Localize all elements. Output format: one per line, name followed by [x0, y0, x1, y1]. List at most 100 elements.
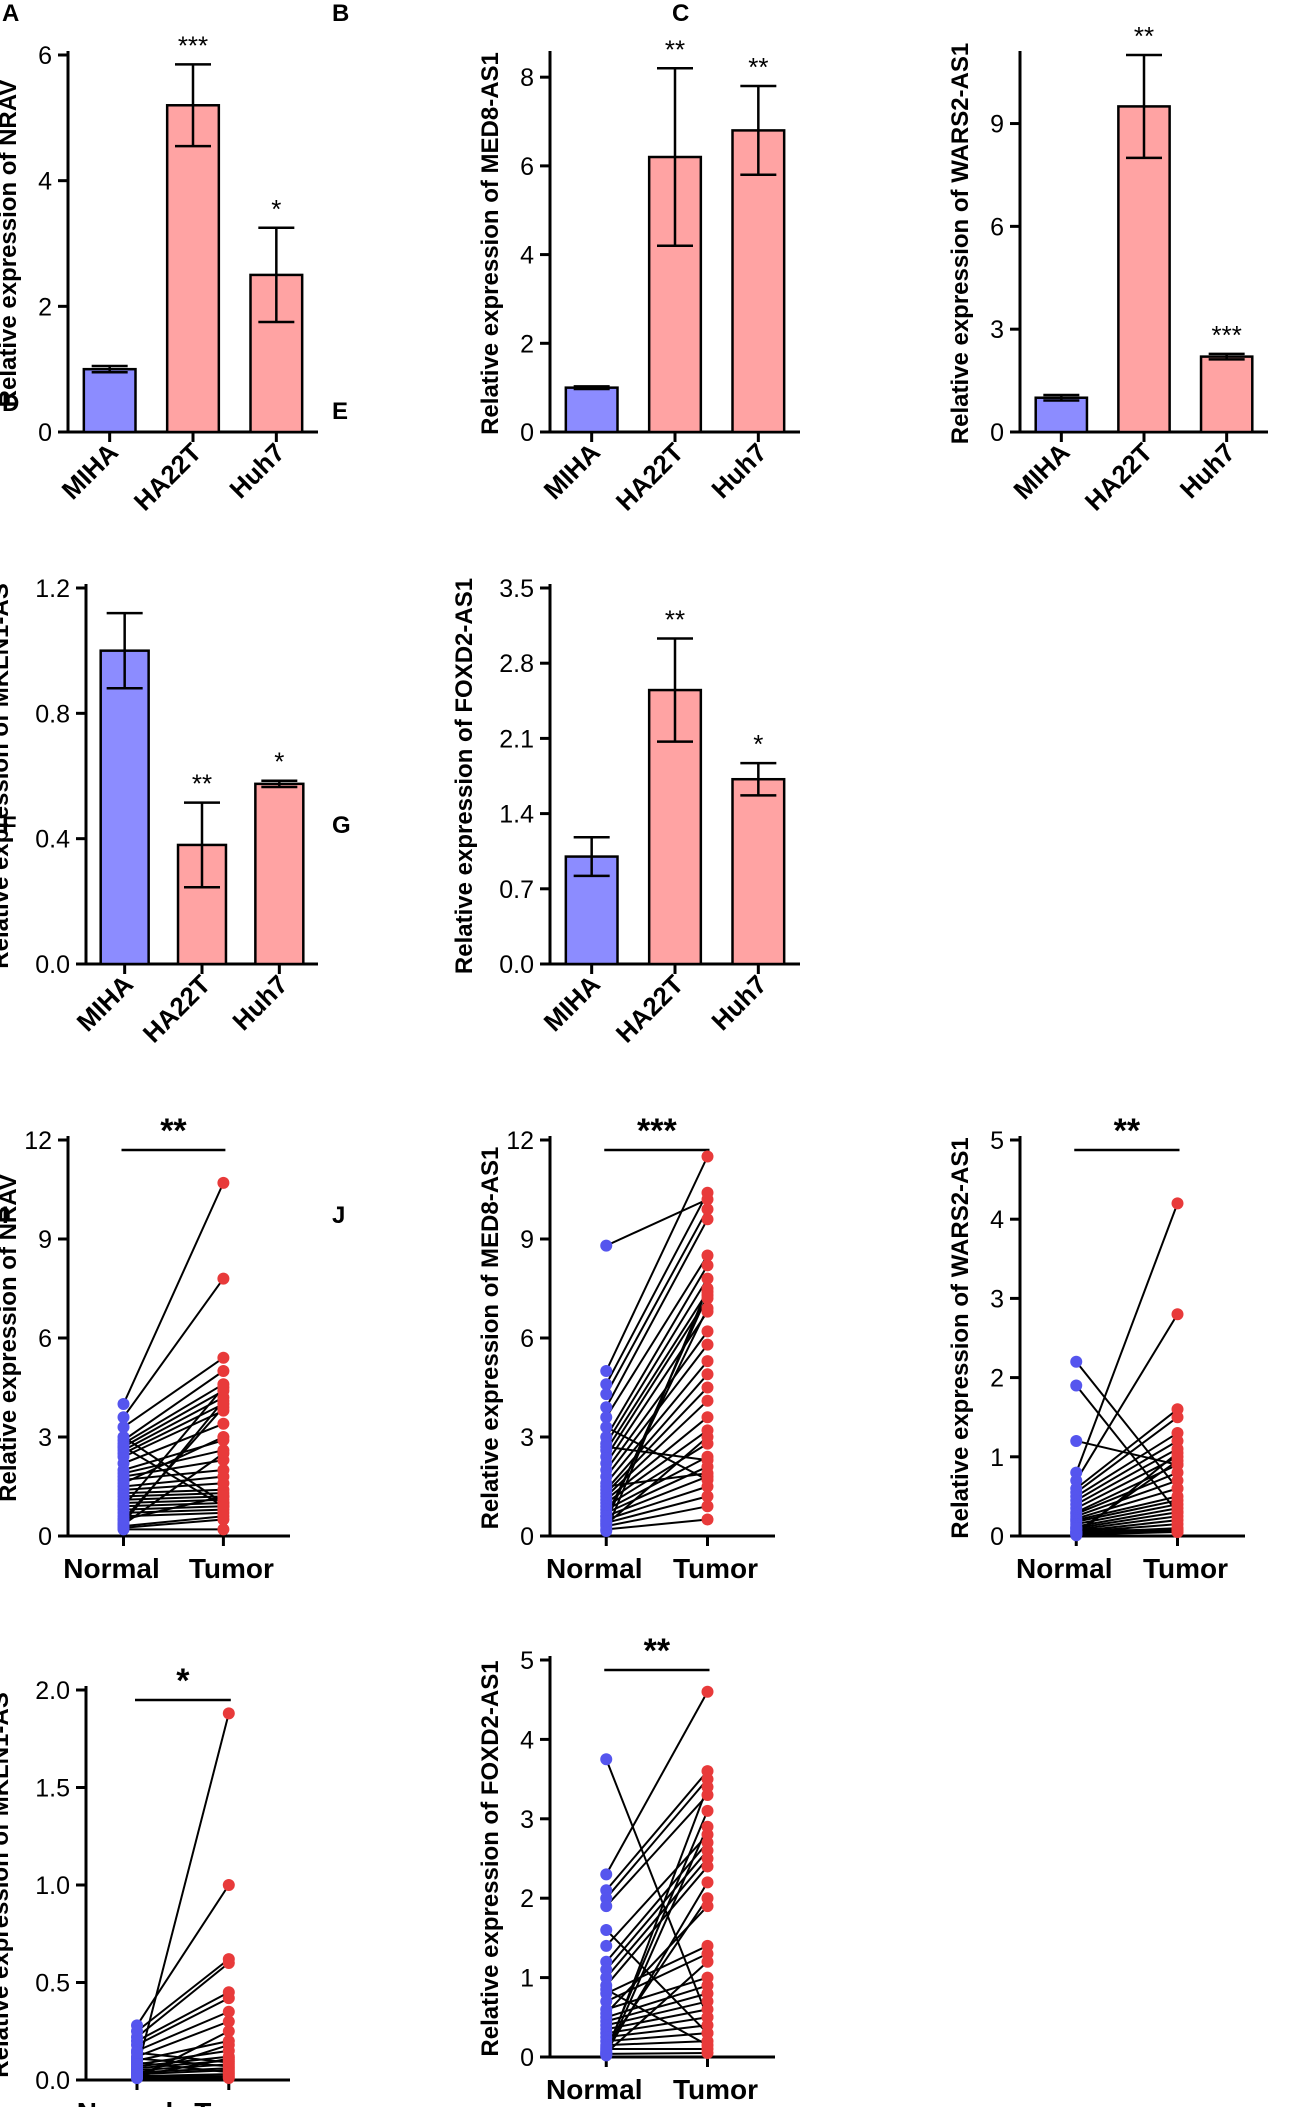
- y-tick-label-g: 9: [520, 1226, 534, 1254]
- pair-line-g: [605, 1436, 709, 1526]
- pair-line-g: [605, 1465, 708, 1514]
- tumor-point-f: [217, 1351, 230, 1364]
- pair-line-f: [123, 1502, 224, 1508]
- pair-line-g: [605, 1442, 709, 1508]
- significance-e: *: [753, 729, 763, 759]
- significance-g: ***: [637, 1112, 677, 1150]
- normal-point-g: [600, 1440, 613, 1453]
- pair-line-j: [605, 1778, 709, 1899]
- pair-line-f: [123, 1475, 224, 1488]
- y-tick-label-f: 6: [38, 1325, 52, 1353]
- pair-line-j: [605, 1865, 709, 1987]
- y-axis-label-e: Relative expression of FOXD2-AS1: [451, 578, 478, 974]
- x-tick-label-a: Huh7: [223, 437, 290, 504]
- pair-line-g: [605, 1192, 709, 1385]
- y-tick-label-g: 6: [520, 1325, 534, 1353]
- y-tick-label-i: 2.0: [35, 1677, 70, 1705]
- normal-point-f: [117, 1513, 130, 1526]
- y-tick-label-j: 3: [520, 1806, 534, 1834]
- tumor-point-g: [701, 1150, 714, 1163]
- y-tick-label-j: 0: [520, 2044, 534, 2072]
- significance-h: **: [1114, 1112, 1141, 1150]
- pair-line-j: [605, 1758, 709, 2018]
- pair-line-i: [136, 1991, 230, 2042]
- y-tick-label-e: 0.0: [499, 951, 534, 979]
- bar-c-miha: [1034, 396, 1089, 434]
- pair-line-g: [606, 1518, 708, 1531]
- pair-line-j: [605, 1988, 708, 2046]
- pair-line-j: [606, 2032, 708, 2043]
- tumor-point-g: [701, 1203, 714, 1216]
- pair-line-j: [605, 1960, 709, 2054]
- tumor-point-j: [701, 1876, 714, 1889]
- y-tick-label-f: 3: [38, 1424, 52, 1452]
- pair-line-i: [136, 1958, 230, 2033]
- panel-letter-f: F: [2, 812, 17, 839]
- significance-i: *: [176, 1662, 190, 1700]
- pair-line-f: [122, 1452, 224, 1526]
- pair-line-h: [1075, 1448, 1178, 1506]
- normal-point-j: [600, 2007, 613, 2020]
- pair-line-h: [1076, 1531, 1178, 1536]
- y-tick-label-e: 2.8: [499, 650, 534, 678]
- pair-line-g: [605, 1330, 709, 1471]
- pair-line-f: [123, 1488, 224, 1495]
- significance-d: **: [192, 769, 212, 799]
- tumor-point-j: [701, 2027, 714, 2040]
- pair-line-f: [122, 1406, 225, 1521]
- y-tick-label-a: 4: [38, 168, 52, 196]
- pair-line-j: [605, 1929, 709, 2034]
- pair-line-g: [605, 1254, 709, 1418]
- y-tick-label-h: 1: [990, 1444, 1004, 1472]
- normal-point-g: [600, 1401, 613, 1414]
- y-tick-label-c: 3: [990, 316, 1004, 344]
- y-tick-label-g: 0: [520, 1523, 534, 1551]
- significance-b: **: [748, 52, 768, 82]
- y-tick-label-d: 1.2: [35, 575, 70, 603]
- y-tick-label-h: 0: [990, 1523, 1004, 1551]
- y-tick-label-e: 1.4: [499, 801, 534, 829]
- y-axis-label-d: Relative expression of MKLN1-AS: [0, 583, 14, 968]
- normal-point-g: [600, 1378, 613, 1391]
- y-tick-label-e: 0.7: [499, 876, 534, 904]
- pair-line-j: [605, 1897, 709, 2049]
- significance-e: **: [665, 604, 685, 634]
- normal-point-h: [1070, 1434, 1083, 1447]
- y-tick-label-e: 3.5: [499, 575, 534, 603]
- pair-line-h: [1076, 1527, 1178, 1534]
- pair-line-g: [605, 1373, 709, 1491]
- tumor-point-g: [701, 1368, 714, 1381]
- pair-line-i: [136, 2040, 230, 2062]
- pair-line-i: [136, 2043, 230, 2076]
- pair-line-g: [605, 1294, 709, 1522]
- pair-line-h: [1075, 1203, 1179, 1473]
- y-tick-label-b: 4: [520, 242, 534, 270]
- x-tick-label-f: Tumor: [189, 1553, 274, 1584]
- tumor-point-i: [222, 2015, 235, 2028]
- y-axis-label-f: Relative expression of NRAV: [0, 1174, 22, 1502]
- pair-line-h: [1076, 1523, 1178, 1534]
- x-tick-label-a: MIHA: [56, 437, 124, 505]
- y-tick-label-d: 0.0: [35, 951, 70, 979]
- tumor-point-i: [222, 2052, 235, 2065]
- pair-line-h: [1075, 1452, 1179, 1536]
- tumor-point-i: [222, 1879, 235, 1891]
- x-tick-label-d: MIHA: [71, 969, 139, 1037]
- tumor-point-g: [701, 1302, 714, 1315]
- pair-line-g: [605, 1156, 709, 1372]
- y-axis-label-b: Relative expression of MED8-AS1: [477, 52, 504, 435]
- tumor-point-g: [701, 1338, 714, 1351]
- tumor-point-g: [701, 1259, 714, 1272]
- significance-a: *: [271, 194, 281, 224]
- tumor-point-f: [217, 1417, 230, 1430]
- y-tick-label-f: 9: [38, 1226, 52, 1254]
- x-tick-label-i: Tumor: [194, 2097, 279, 2107]
- pair-line-f: [123, 1515, 224, 1528]
- y-tick-label-c: 0: [990, 419, 1004, 447]
- pair-line-f: [123, 1436, 224, 1485]
- pair-line-j: [605, 1770, 709, 1891]
- y-tick-label-h: 2: [990, 1365, 1004, 1393]
- x-tick-label-d: Huh7: [226, 969, 293, 1036]
